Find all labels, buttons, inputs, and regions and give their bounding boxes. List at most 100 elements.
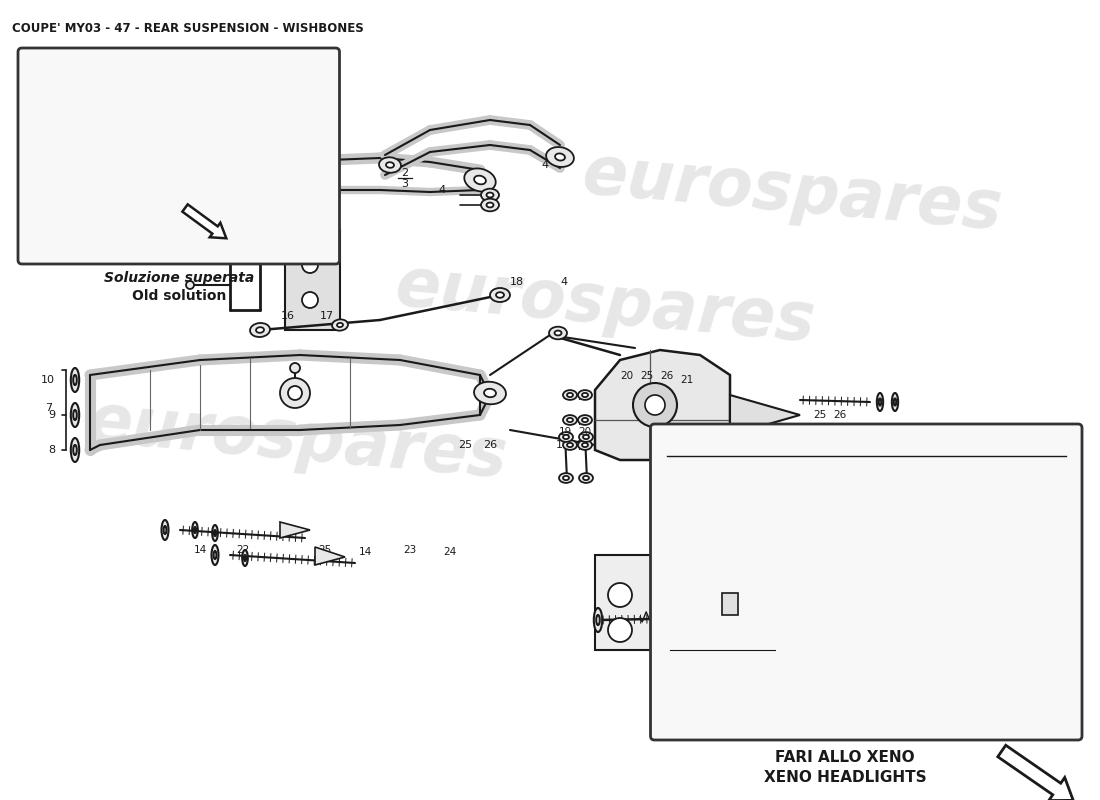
Ellipse shape bbox=[162, 520, 168, 540]
Polygon shape bbox=[280, 522, 310, 538]
Text: 15: 15 bbox=[254, 325, 268, 335]
Text: 1: 1 bbox=[60, 237, 68, 247]
Text: 4: 4 bbox=[560, 277, 568, 287]
Text: Soluzione superata: Soluzione superata bbox=[103, 271, 254, 285]
Ellipse shape bbox=[594, 608, 602, 632]
Ellipse shape bbox=[386, 162, 394, 168]
Polygon shape bbox=[285, 230, 340, 330]
Ellipse shape bbox=[672, 586, 681, 610]
Ellipse shape bbox=[74, 410, 77, 420]
Ellipse shape bbox=[877, 428, 883, 446]
Text: XENO HEADLIGHTS: XENO HEADLIGHTS bbox=[763, 770, 926, 786]
Circle shape bbox=[608, 618, 632, 642]
Ellipse shape bbox=[486, 202, 494, 207]
Ellipse shape bbox=[579, 473, 593, 483]
Circle shape bbox=[632, 383, 676, 427]
Ellipse shape bbox=[578, 440, 592, 450]
Text: 3: 3 bbox=[402, 179, 408, 189]
Ellipse shape bbox=[582, 418, 588, 422]
Ellipse shape bbox=[674, 593, 679, 603]
Text: 18: 18 bbox=[510, 277, 524, 287]
Ellipse shape bbox=[194, 527, 196, 533]
Ellipse shape bbox=[566, 393, 573, 397]
Ellipse shape bbox=[496, 292, 504, 298]
Text: 26: 26 bbox=[834, 410, 847, 420]
Text: 21: 21 bbox=[680, 375, 693, 385]
Text: 10: 10 bbox=[40, 85, 54, 95]
Ellipse shape bbox=[879, 398, 881, 406]
Circle shape bbox=[288, 386, 302, 400]
Ellipse shape bbox=[563, 415, 578, 425]
Polygon shape bbox=[730, 395, 800, 435]
Text: 25: 25 bbox=[813, 445, 826, 455]
Ellipse shape bbox=[672, 611, 681, 635]
Ellipse shape bbox=[70, 438, 79, 462]
Text: 9: 9 bbox=[47, 102, 54, 112]
Text: 24: 24 bbox=[711, 633, 725, 643]
Ellipse shape bbox=[583, 476, 588, 480]
Ellipse shape bbox=[486, 193, 494, 198]
Ellipse shape bbox=[554, 330, 561, 335]
FancyArrow shape bbox=[998, 746, 1074, 800]
Ellipse shape bbox=[250, 323, 270, 337]
Text: 2: 2 bbox=[402, 168, 408, 178]
Ellipse shape bbox=[879, 434, 881, 441]
Ellipse shape bbox=[877, 393, 883, 411]
Ellipse shape bbox=[563, 435, 569, 439]
Ellipse shape bbox=[578, 390, 592, 400]
Ellipse shape bbox=[211, 545, 219, 565]
Ellipse shape bbox=[559, 473, 573, 483]
Ellipse shape bbox=[379, 158, 401, 173]
Text: 5: 5 bbox=[60, 223, 68, 233]
Ellipse shape bbox=[563, 440, 578, 450]
Ellipse shape bbox=[481, 198, 499, 211]
Text: 19: 19 bbox=[556, 440, 570, 450]
Bar bbox=[722, 593, 737, 615]
Text: 26: 26 bbox=[834, 445, 847, 455]
Text: 8: 8 bbox=[48, 445, 55, 455]
Ellipse shape bbox=[70, 145, 74, 153]
Circle shape bbox=[290, 363, 300, 373]
Ellipse shape bbox=[481, 189, 499, 202]
Text: 27: 27 bbox=[678, 633, 692, 643]
Ellipse shape bbox=[70, 403, 79, 427]
Ellipse shape bbox=[70, 121, 74, 129]
Text: 12: 12 bbox=[732, 463, 747, 477]
Text: eurospares: eurospares bbox=[393, 253, 817, 355]
Ellipse shape bbox=[896, 607, 933, 633]
Text: 25: 25 bbox=[640, 371, 653, 381]
Text: 24: 24 bbox=[443, 547, 456, 557]
Text: 20: 20 bbox=[620, 371, 634, 381]
Ellipse shape bbox=[563, 390, 578, 400]
Text: 7: 7 bbox=[45, 403, 52, 413]
Circle shape bbox=[302, 292, 318, 308]
FancyArrow shape bbox=[183, 204, 227, 238]
FancyBboxPatch shape bbox=[18, 48, 340, 264]
Ellipse shape bbox=[892, 428, 899, 446]
Text: 25: 25 bbox=[458, 440, 472, 450]
Text: 25: 25 bbox=[813, 410, 826, 420]
Text: 10: 10 bbox=[41, 375, 55, 385]
Ellipse shape bbox=[70, 368, 79, 392]
Text: 20: 20 bbox=[579, 427, 592, 437]
Polygon shape bbox=[315, 547, 345, 565]
Ellipse shape bbox=[892, 393, 899, 411]
Text: 8: 8 bbox=[901, 463, 909, 477]
Ellipse shape bbox=[284, 156, 296, 164]
Polygon shape bbox=[595, 350, 730, 460]
Text: 22: 22 bbox=[236, 545, 250, 555]
Ellipse shape bbox=[68, 115, 76, 135]
Ellipse shape bbox=[68, 139, 76, 159]
Ellipse shape bbox=[583, 435, 588, 439]
Text: 7: 7 bbox=[35, 100, 42, 110]
Text: 26: 26 bbox=[660, 371, 673, 381]
Text: 8: 8 bbox=[47, 115, 54, 125]
Ellipse shape bbox=[556, 154, 565, 161]
Polygon shape bbox=[595, 555, 720, 650]
Ellipse shape bbox=[566, 418, 573, 422]
Text: 9: 9 bbox=[48, 410, 55, 420]
Text: 7: 7 bbox=[862, 439, 870, 453]
Ellipse shape bbox=[74, 375, 77, 385]
Text: 25: 25 bbox=[318, 545, 331, 555]
Text: 26: 26 bbox=[483, 440, 497, 450]
